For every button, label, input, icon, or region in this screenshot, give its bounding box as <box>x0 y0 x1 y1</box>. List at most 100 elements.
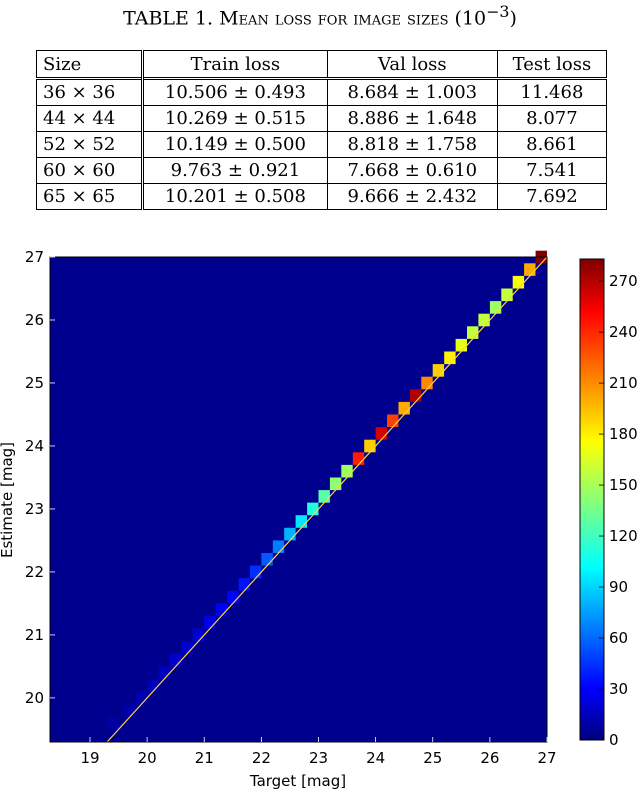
heatmap-cell <box>181 641 193 654</box>
header-test-loss: Test loss <box>496 50 608 79</box>
heatmap-cell <box>227 590 239 604</box>
heatmap-cell <box>329 477 342 491</box>
heatmap-cell <box>501 288 513 302</box>
x-axis-label: Target [mag] <box>249 772 346 790</box>
cell-size: 44 × 44 <box>36 105 144 132</box>
cell-test-loss: 7.692 <box>496 183 608 210</box>
heatmap-cell <box>124 704 136 717</box>
y-tick-label: 22 <box>25 563 44 581</box>
cell-size: 65 × 65 <box>36 183 144 210</box>
heatmap-cell <box>409 389 422 402</box>
colorbar-tick-label: 270 <box>609 272 638 290</box>
heatmap-cell <box>135 691 148 705</box>
cell-test-loss: 8.661 <box>496 131 608 158</box>
heatmap-cell <box>455 338 467 352</box>
heatmap-cell <box>512 275 525 289</box>
header-size: Size <box>36 50 144 79</box>
colorbar-tick-label: 180 <box>609 425 638 443</box>
heatmap-cell <box>204 616 216 629</box>
colorbar-tick-label: 240 <box>609 323 638 341</box>
cell-size: 52 × 52 <box>36 131 144 158</box>
heatmap-cell <box>444 351 456 365</box>
cell-val-loss: 9.666 ± 2.432 <box>326 183 498 210</box>
heatmap-cell <box>295 515 307 528</box>
heatmap-cell <box>318 490 330 503</box>
colorbar-tick-label: 120 <box>609 527 638 545</box>
colorbar-tick-label: 150 <box>609 476 638 494</box>
heatmap-cell <box>238 578 250 591</box>
table-row: 60 × 60 9.763 ± 0.921 7.668 ± 0.610 7.54… <box>36 157 608 184</box>
heatmap-cell <box>158 666 170 679</box>
table-caption: TABLE 1. Mean loss for image sizes (10−3… <box>0 2 640 29</box>
plot-frame <box>49 256 548 743</box>
heatmap-cell <box>307 502 319 516</box>
colorbar-ticks: 0 30 60 90 120 150 180 210 240 270 <box>599 272 638 749</box>
y-tick-label: 20 <box>25 689 44 707</box>
cell-train-loss: 9.763 ± 0.921 <box>142 157 328 184</box>
x-tick-label: 27 <box>537 749 556 767</box>
y-tick-label: 27 <box>25 248 44 266</box>
heatmap-cell <box>387 414 399 428</box>
y-tick-label: 24 <box>25 437 44 455</box>
x-tick-label: 26 <box>480 749 499 767</box>
table-row: 65 × 65 10.201 ± 0.508 9.666 ± 2.432 7.6… <box>36 183 608 210</box>
x-tick-label: 20 <box>138 749 157 767</box>
cell-test-loss: 7.541 <box>496 157 608 184</box>
caption-unit-exponent: −3 <box>486 2 510 21</box>
colorbar-tick-label: 60 <box>609 629 628 647</box>
cell-val-loss: 8.886 ± 1.648 <box>326 105 498 132</box>
identity-line <box>106 256 548 743</box>
heatmap-background <box>49 256 548 743</box>
heatmap-cell <box>284 527 296 541</box>
cell-train-loss: 10.269 ± 0.515 <box>142 105 328 132</box>
cell-train-loss: 10.149 ± 0.500 <box>142 131 328 158</box>
heatmap-cell <box>147 679 159 692</box>
heatmap-cell <box>352 452 365 465</box>
x-tick-label: 22 <box>252 749 271 767</box>
loss-table: Size Train loss Val loss Test loss 36 × … <box>36 50 608 210</box>
colorbar-tick-label: 90 <box>609 578 628 596</box>
y-tick-label: 23 <box>25 500 44 518</box>
heatmap-cell <box>421 376 433 390</box>
colorbar <box>579 258 605 741</box>
heatmap-figure: 19 20 21 22 23 24 25 26 27 20 21 22 23 24 25 26 27 Targ… <box>0 248 638 790</box>
caption-unit-close: ) <box>509 7 517 30</box>
y-tick-label: 26 <box>25 311 44 329</box>
cell-test-loss: 11.468 <box>496 78 608 106</box>
caption-unit-base: (10 <box>454 7 487 30</box>
heatmap-cell <box>489 301 502 314</box>
caption-title: Mean loss for image sizes <box>219 7 449 30</box>
heatmap-cell <box>215 603 228 616</box>
x-tick-label: 24 <box>366 749 385 767</box>
heatmap-cell <box>341 464 353 478</box>
table-row: 36 × 36 10.506 ± 0.493 8.684 ± 1.003 11.… <box>36 78 608 106</box>
heatmap-cell <box>524 263 536 276</box>
cell-val-loss: 8.818 ± 1.758 <box>326 131 498 158</box>
y-tick-label: 21 <box>25 626 44 644</box>
header-val-loss: Val loss <box>326 50 498 79</box>
y-tick-label: 25 <box>25 374 44 392</box>
header-train-loss: Train loss <box>142 50 328 79</box>
heatmap-cell <box>249 565 262 579</box>
cell-train-loss: 10.201 ± 0.508 <box>142 183 328 210</box>
x-tick-label: 19 <box>80 749 99 767</box>
cell-val-loss: 8.684 ± 1.003 <box>326 78 498 106</box>
colorbar-tick-label: 210 <box>609 374 638 392</box>
heatmap-cell <box>467 326 479 339</box>
y-axis-ticks: 20 21 22 23 24 25 26 27 <box>25 248 55 707</box>
table-row: 52 × 52 10.149 ± 0.500 8.818 ± 1.758 8.6… <box>36 131 608 158</box>
cell-size: 36 × 36 <box>36 78 144 106</box>
cell-val-loss: 7.668 ± 0.610 <box>326 157 498 184</box>
x-tick-label: 21 <box>195 749 214 767</box>
table-row: 44 × 44 10.269 ± 0.515 8.886 ± 1.648 8.0… <box>36 105 608 132</box>
x-tick-label: 23 <box>309 749 328 767</box>
heatmap-cell <box>192 628 205 642</box>
caption-prefix: TABLE 1. <box>123 7 220 30</box>
heatmap-cell <box>107 716 119 730</box>
heatmap-cell <box>261 553 273 566</box>
heatmap-cell <box>398 401 410 415</box>
heatmap-cells <box>107 250 547 730</box>
x-tick-label: 25 <box>423 749 442 767</box>
heatmap-cell <box>272 540 285 553</box>
heatmap-cell <box>170 653 182 667</box>
